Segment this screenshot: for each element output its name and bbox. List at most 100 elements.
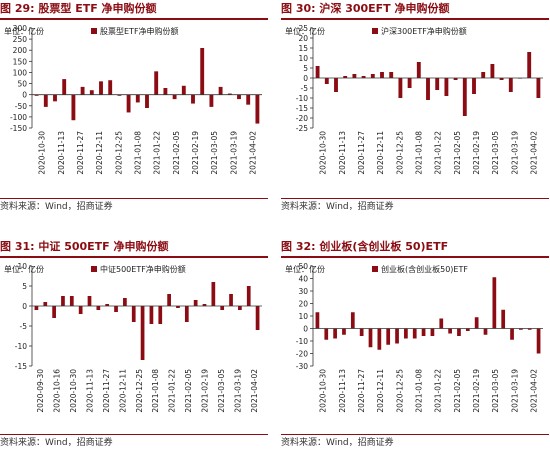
bar (140, 306, 145, 360)
bar (510, 328, 514, 340)
bar (34, 306, 39, 310)
x-tick-label: 2021-02-05 (453, 369, 462, 413)
y-tick-label: -15 (15, 362, 27, 371)
bar (193, 300, 198, 306)
bar (481, 72, 486, 78)
legend-swatch (91, 28, 97, 34)
x-tick-label: 2021-03-19 (233, 369, 242, 413)
bar (472, 78, 476, 94)
x-tick-label: 2020-10-16 (53, 369, 62, 413)
bar (52, 306, 56, 318)
x-tick-label: 2020-11-13 (338, 369, 347, 413)
legend-label: 股票型ETF净申购份额 (100, 26, 179, 36)
bar (499, 78, 504, 80)
bar (209, 94, 214, 107)
bar (465, 328, 470, 331)
y-tick-label: 10 (298, 312, 308, 321)
x-tick-label: 2021-01-22 (153, 131, 162, 175)
bar (172, 94, 177, 100)
bar (352, 74, 357, 78)
y-tick-label: 50 (298, 262, 308, 271)
x-tick-label: 2020-12-25 (395, 369, 404, 413)
bar (426, 78, 430, 100)
x-tick-label: 2021-02-19 (191, 131, 200, 175)
bar (218, 86, 223, 95)
bar (96, 306, 101, 310)
bar (435, 78, 440, 90)
x-tick-label: 2020-11-27 (357, 369, 366, 413)
bar (439, 318, 444, 329)
bar (492, 277, 497, 329)
bar (483, 328, 488, 335)
bar (444, 78, 449, 96)
y-tick-label: 20 (298, 300, 308, 309)
bar (53, 94, 57, 102)
y-tick-label: -5 (301, 84, 309, 93)
y-tick-label: -25 (296, 124, 308, 133)
y-tick-label: -15 (296, 104, 308, 113)
bar (536, 328, 541, 354)
bar (395, 328, 399, 344)
unit-label: 单位：亿份 (4, 26, 44, 36)
y-tick-label: 25 (298, 24, 308, 33)
x-tick-label: 2021-02-19 (201, 369, 210, 413)
bar (527, 328, 532, 330)
y-tick-label: 200 (13, 46, 28, 55)
bar (519, 328, 523, 330)
bar (62, 79, 67, 95)
y-tick-label: -10 (296, 94, 308, 103)
bar (315, 66, 320, 78)
bar (333, 328, 337, 339)
x-tick-label: 2020-11-13 (86, 369, 95, 413)
bar (181, 85, 186, 95)
y-tick-label: 150 (13, 57, 28, 66)
x-tick-label: 2021-01-22 (434, 131, 443, 175)
y-tick-label: 0 (22, 302, 27, 311)
bar (490, 64, 495, 78)
x-tick-label: 2020-12-11 (376, 369, 385, 413)
x-tick-label: 2020-12-11 (118, 369, 127, 413)
bar (229, 294, 233, 306)
bar (69, 296, 74, 306)
bar (176, 306, 180, 308)
bar (237, 94, 241, 100)
y-tick-label: 300 (13, 24, 28, 33)
legend-swatch (91, 266, 97, 272)
y-tick-label: -20 (296, 114, 308, 123)
bar (380, 72, 384, 78)
bar (315, 312, 320, 329)
bar (416, 62, 421, 78)
bar (126, 94, 131, 113)
bar (87, 296, 92, 306)
bar (149, 306, 154, 324)
bar (246, 94, 251, 105)
bar (200, 48, 205, 95)
x-tick-label: 2021-04-02 (250, 369, 259, 413)
x-tick-label: 2021-01-08 (414, 369, 423, 413)
bar (246, 286, 251, 306)
bar (211, 282, 216, 306)
x-tick-label: 2020-11-27 (76, 131, 85, 175)
x-tick-label: 2021-01-08 (151, 369, 160, 413)
x-tick-label: 2021-01-22 (434, 369, 443, 413)
bar (334, 78, 338, 92)
figure-title: 图 31: 中证 500ETF 净申购份额 (0, 238, 268, 258)
bar (80, 86, 85, 95)
bar (89, 90, 94, 95)
figure-title: 图 29: 股票型 ETF 净申购份额 (0, 0, 268, 20)
source-note: 资料来源：Wind，招商证券 (281, 198, 549, 214)
bar (398, 78, 403, 98)
bar (386, 328, 391, 345)
bar (368, 328, 373, 348)
chart-chinext-etf: -30 -20 -10 0 10 20 30 40 50 2020-10-30 2020-11-13… (285, 262, 543, 413)
bar (71, 94, 76, 121)
bar (238, 306, 242, 310)
bar (343, 76, 348, 78)
x-tick-label: 2020-09-30 (36, 369, 45, 413)
bar (78, 306, 83, 314)
bar (114, 306, 118, 312)
y-tick-label: 15 (298, 44, 308, 53)
legend-label: 中证500ETF净申购份额 (100, 264, 186, 274)
bar (361, 76, 366, 78)
x-tick-label: 2021-02-05 (453, 131, 462, 175)
